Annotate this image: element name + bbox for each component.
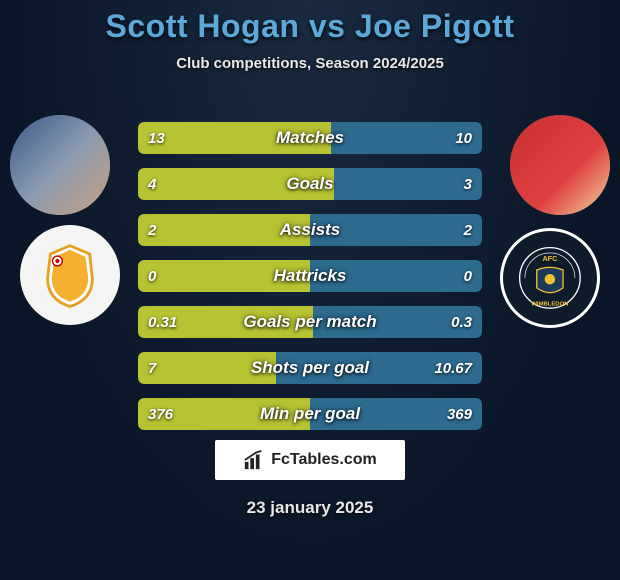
player2-club-badge: AFC WIMBLEDON <box>500 228 600 328</box>
player1-avatar-image <box>10 115 110 215</box>
watermark: FcTables.com <box>215 440 405 480</box>
stat-bar: 22Assists <box>138 214 482 246</box>
afc-wimbledon-badge-icon: AFC WIMBLEDON <box>517 245 583 311</box>
page-title: Scott Hogan vs Joe Pigott <box>0 8 620 45</box>
player2-avatar-image <box>510 115 610 215</box>
stat-bar: 1310Matches <box>138 122 482 154</box>
date-text: 23 january 2025 <box>0 498 620 518</box>
stat-bar: 0.310.3Goals per match <box>138 306 482 338</box>
mk-dons-badge-icon <box>35 240 105 310</box>
stat-label: Min per goal <box>138 398 482 430</box>
stats-panel: 1310Matches 43Goals 22Assists 00Hattricks 0.… <box>138 122 482 444</box>
stat-bar: 376369Min per goal <box>138 398 482 430</box>
stat-bar: 43Goals <box>138 168 482 200</box>
stat-label: Assists <box>138 214 482 246</box>
stat-label: Matches <box>138 122 482 154</box>
player1-avatar <box>10 115 110 215</box>
stat-label: Goals <box>138 168 482 200</box>
stat-label: Goals per match <box>138 306 482 338</box>
svg-text:AFC: AFC <box>543 254 559 263</box>
subtitle: Club competitions, Season 2024/2025 <box>0 55 620 72</box>
svg-text:WIMBLEDON: WIMBLEDON <box>531 302 568 308</box>
chart-icon <box>243 449 265 471</box>
watermark-text: FcTables.com <box>271 451 377 469</box>
player2-avatar <box>510 115 610 215</box>
stat-bar: 710.67Shots per goal <box>138 352 482 384</box>
stat-label: Shots per goal <box>138 352 482 384</box>
stat-label: Hattricks <box>138 260 482 292</box>
comparison-card: Scott Hogan vs Joe Pigott Club competiti… <box>0 0 620 580</box>
stat-bar: 00Hattricks <box>138 260 482 292</box>
player1-club-badge <box>20 225 120 325</box>
